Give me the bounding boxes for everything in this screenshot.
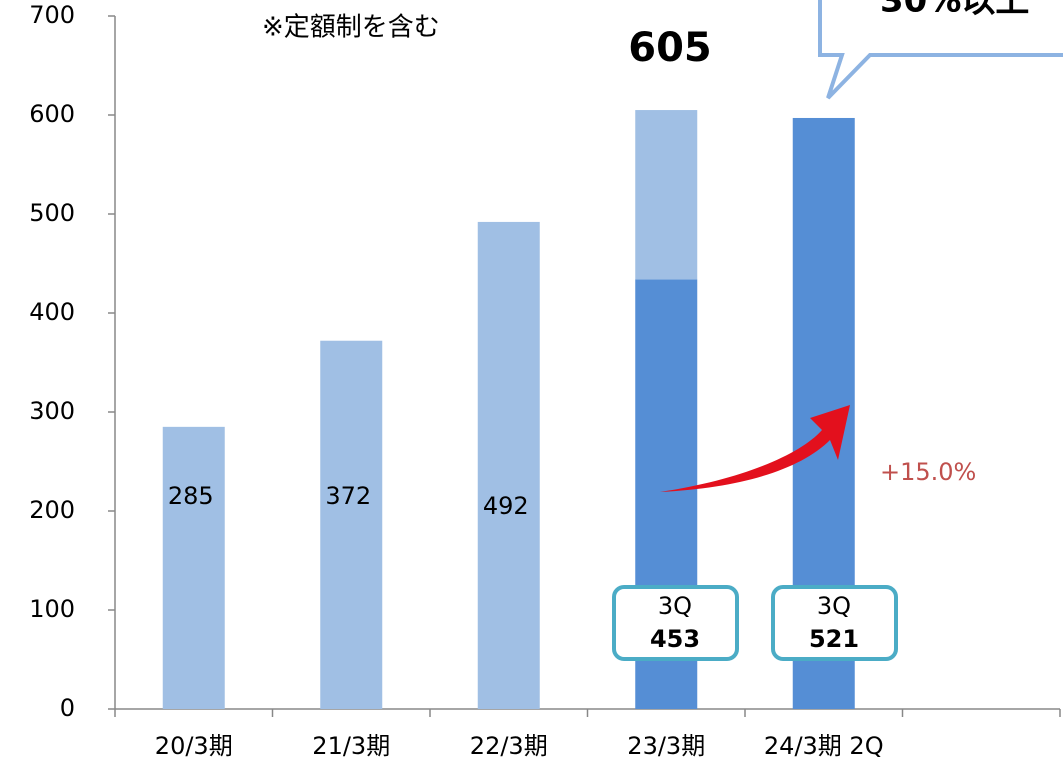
y-tick-label: 200 <box>29 496 75 524</box>
bar-segment <box>162 426 225 709</box>
annotation-text: 3Q <box>658 592 692 620</box>
total-label: 605 <box>628 25 712 71</box>
plot: 0 100 200 300 400 500 600 700 20/3期 285 21/3期 372 22… <box>29 1 1061 760</box>
x-tick-label: 20/3期 <box>155 732 233 760</box>
y-tick-label: 100 <box>29 595 75 623</box>
x-tick-label: 23/3期 <box>627 732 705 760</box>
callout: 30%以上 <box>818 0 1063 100</box>
y-tick-label: 300 <box>29 397 75 425</box>
annotation-text: 521 <box>809 625 859 653</box>
growth-arrow <box>660 405 850 492</box>
x-tick-label: 21/3期 <box>312 732 390 760</box>
y-tick-label: 500 <box>29 199 75 227</box>
annotation-box <box>612 585 739 661</box>
growth-label: +15.0% <box>880 458 976 486</box>
annotation-box <box>771 585 898 661</box>
y-tick-label: 0 <box>60 694 75 722</box>
data-label: 285 <box>168 482 214 510</box>
data-label: 492 <box>483 492 529 520</box>
annotation-text: 3Q <box>817 592 851 620</box>
bar-segment <box>477 221 540 710</box>
annotation-text: 453 <box>650 625 700 653</box>
data-label: 372 <box>325 482 371 510</box>
y-tick-label: 700 <box>29 1 75 29</box>
y-tick-label: 400 <box>29 298 75 326</box>
y-tick-label: 600 <box>29 100 75 128</box>
bar-segment <box>320 340 383 709</box>
x-tick-label: 22/3期 <box>470 732 548 760</box>
callout-bubble <box>818 0 1063 100</box>
bar-segment <box>635 110 698 280</box>
note: ※定額制を含む <box>262 13 440 43</box>
x-tick-label: 24/3期 2Q <box>764 732 884 760</box>
callout-text: 30%以上 <box>880 0 1029 21</box>
